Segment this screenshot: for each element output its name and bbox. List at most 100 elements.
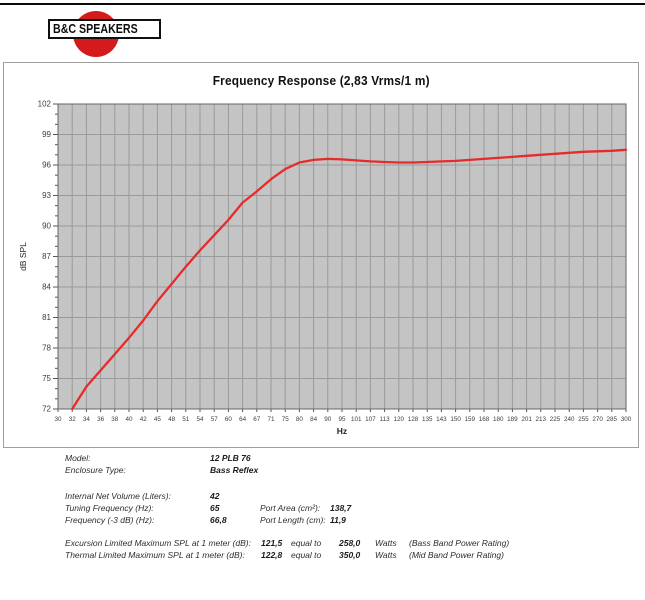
svg-text:71: 71 bbox=[267, 416, 275, 423]
spec-value: 65 bbox=[210, 503, 220, 513]
spec-label: Enclosure Type: bbox=[65, 465, 126, 475]
spec-label: Model: bbox=[65, 453, 91, 463]
svg-text:84: 84 bbox=[310, 416, 318, 423]
spec-row: Internal Net Volume (Liters): 42 bbox=[65, 490, 509, 502]
svg-text:180: 180 bbox=[493, 416, 504, 423]
svg-text:90: 90 bbox=[324, 416, 332, 423]
spec-value: 66,8 bbox=[210, 515, 227, 525]
spec-row: Excursion Limited Maximum SPL at 1 meter… bbox=[65, 537, 509, 549]
svg-text:168: 168 bbox=[479, 416, 490, 423]
svg-text:120: 120 bbox=[394, 416, 405, 423]
chart-frame: 30 32 34 36 38 40 42 45 48 51 54 57 60 64 67 71 75 80 84 90… bbox=[3, 62, 639, 448]
svg-text:159: 159 bbox=[465, 416, 476, 423]
svg-text:285: 285 bbox=[607, 416, 618, 423]
x-tick-labels: 30 32 34 36 38 40 42 45 48 51 54 57 60 64 67 71 75 80 84 90… bbox=[54, 416, 631, 423]
svg-text:90: 90 bbox=[42, 222, 51, 231]
spec-label: Port Length (cm): bbox=[260, 515, 326, 525]
top-divider bbox=[0, 3, 645, 5]
spec-note: (Mid Band Power Rating) bbox=[409, 550, 504, 560]
svg-text:240: 240 bbox=[564, 416, 575, 423]
svg-text:255: 255 bbox=[578, 416, 589, 423]
svg-text:34: 34 bbox=[83, 416, 91, 423]
spec-row: Frequency (-3 dB) (Hz): 66,8 Port Length (… bbox=[65, 514, 509, 526]
svg-text:87: 87 bbox=[42, 252, 51, 261]
svg-text:96: 96 bbox=[42, 161, 51, 170]
spec-label: Excursion Limited Maximum SPL at 1 meter… bbox=[65, 538, 251, 548]
svg-text:48: 48 bbox=[168, 416, 176, 423]
svg-text:81: 81 bbox=[42, 313, 51, 322]
svg-text:72: 72 bbox=[42, 405, 51, 414]
y-axis-title: dB SPL bbox=[18, 242, 28, 271]
spec-value: 122,8 bbox=[261, 550, 283, 560]
svg-text:95: 95 bbox=[338, 416, 346, 423]
svg-text:78: 78 bbox=[42, 344, 51, 353]
spec-note: (Bass Band Power Rating) bbox=[409, 538, 510, 548]
spec-value: 258,0 bbox=[339, 538, 361, 548]
specs-section: Model: 12 PLB 76 Enclosure Type: Bass Refle… bbox=[65, 452, 509, 561]
svg-text:45: 45 bbox=[154, 416, 162, 423]
spec-value: Bass Reflex bbox=[210, 465, 259, 475]
svg-text:67: 67 bbox=[253, 416, 261, 423]
svg-text:51: 51 bbox=[182, 416, 190, 423]
svg-text:213: 213 bbox=[536, 416, 547, 423]
spec-row: Tuning Frequency (Hz): 65 Port Area (cm²):… bbox=[65, 502, 509, 514]
spec-label: Port Area (cm²): bbox=[260, 503, 321, 513]
chart-title: Frequency Response (2,83 Vrms/1 m) bbox=[212, 74, 430, 88]
svg-text:40: 40 bbox=[125, 416, 133, 423]
svg-text:99: 99 bbox=[42, 130, 51, 139]
svg-text:30: 30 bbox=[54, 416, 62, 423]
svg-text:57: 57 bbox=[211, 416, 219, 423]
logo-box: B&C SPEAKERS bbox=[48, 19, 162, 39]
spec-value: 12 PLB 76 bbox=[210, 453, 251, 463]
svg-text:225: 225 bbox=[550, 416, 561, 423]
svg-text:150: 150 bbox=[450, 416, 461, 423]
svg-text:80: 80 bbox=[296, 416, 304, 423]
svg-text:107: 107 bbox=[365, 416, 376, 423]
frequency-response-chart: 30 32 34 36 38 40 42 45 48 51 54 57 60 64 67 71 75 80 84 90… bbox=[18, 100, 632, 437]
svg-text:270: 270 bbox=[592, 416, 603, 423]
spec-unit: Watts bbox=[375, 538, 397, 548]
svg-text:102: 102 bbox=[38, 100, 52, 109]
svg-text:201: 201 bbox=[521, 416, 532, 423]
svg-text:300: 300 bbox=[621, 416, 632, 423]
spec-unit: Watts bbox=[375, 550, 397, 560]
spec-value: 121,5 bbox=[261, 538, 283, 548]
spec-value: 11,9 bbox=[330, 515, 346, 525]
spec-label: Tuning Frequency (Hz): bbox=[65, 503, 154, 513]
spec-label: Thermal Limited Maximum SPL at 1 meter (… bbox=[65, 550, 245, 560]
svg-text:38: 38 bbox=[111, 416, 119, 423]
svg-text:32: 32 bbox=[69, 416, 77, 423]
y-tick-labels: 72 75 78 81 84 87 90 93 96 99 102 bbox=[38, 100, 52, 414]
spec-value: 42 bbox=[210, 491, 220, 501]
svg-text:101: 101 bbox=[351, 416, 362, 423]
svg-text:93: 93 bbox=[42, 191, 51, 200]
svg-text:60: 60 bbox=[225, 416, 233, 423]
svg-text:75: 75 bbox=[282, 416, 290, 423]
plot-border bbox=[57, 103, 627, 410]
spec-row: Enclosure Type: Bass Reflex bbox=[65, 464, 509, 476]
spec-row: Thermal Limited Maximum SPL at 1 meter (… bbox=[65, 549, 509, 561]
logo-text: B&C SPEAKERS bbox=[53, 21, 138, 36]
response-curve bbox=[71, 148, 628, 411]
svg-text:64: 64 bbox=[239, 416, 247, 423]
svg-text:113: 113 bbox=[380, 416, 391, 423]
svg-text:75: 75 bbox=[42, 374, 51, 383]
bc-speakers-logo: B&C SPEAKERS bbox=[38, 8, 168, 57]
svg-text:54: 54 bbox=[196, 416, 204, 423]
spec-value: 138,7 bbox=[330, 503, 352, 513]
spec-text: equal to bbox=[291, 550, 322, 560]
x-axis-title: Hz bbox=[337, 426, 347, 436]
spec-label: Internal Net Volume (Liters): bbox=[65, 491, 171, 501]
svg-text:189: 189 bbox=[507, 416, 518, 423]
svg-text:135: 135 bbox=[422, 416, 433, 423]
y-gridlines bbox=[58, 134, 626, 379]
svg-text:36: 36 bbox=[97, 416, 105, 423]
svg-text:42: 42 bbox=[140, 416, 148, 423]
svg-text:128: 128 bbox=[408, 416, 419, 423]
spec-row: Model: 12 PLB 76 bbox=[65, 452, 509, 464]
svg-text:143: 143 bbox=[436, 416, 447, 423]
spec-text: equal to bbox=[291, 538, 322, 548]
svg-text:84: 84 bbox=[42, 283, 51, 292]
spec-label: Frequency (-3 dB) (Hz): bbox=[65, 515, 155, 525]
